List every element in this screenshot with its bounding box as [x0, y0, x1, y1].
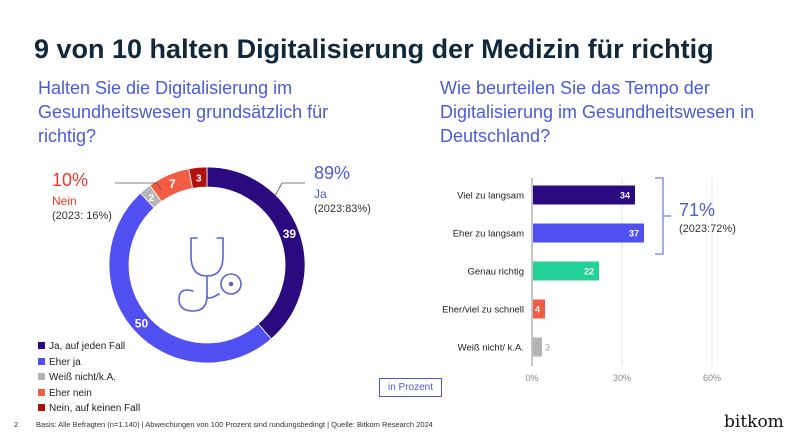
- legend-label: Ja, auf jeden Fall: [49, 341, 126, 352]
- legend-item: Weiß nicht/k.A.: [38, 370, 140, 386]
- bar-annotation-pct: 71%: [679, 200, 716, 220]
- legend-label: Eher ja: [49, 356, 81, 368]
- bar-value-label: 22: [584, 267, 594, 277]
- footer-source: Basis: Alle Befragten (n=1.140) | Abweic…: [36, 420, 433, 429]
- donut-slice: [108, 192, 272, 364]
- x-tick-label: 30%: [613, 373, 631, 383]
- donut-slice-label: 50: [135, 317, 149, 331]
- legend-swatch: [38, 404, 45, 411]
- legend-label: Weiß nicht/k.A.: [49, 372, 117, 383]
- nein-annotation: 10% Nein (2023: 16%): [52, 170, 112, 222]
- ja-pct: 89%: [314, 163, 351, 183]
- ja-annotation: 89% Ja (2023:83%): [314, 163, 371, 215]
- page-number: 2: [14, 420, 19, 429]
- nein-prev: (2023: 16%): [52, 210, 112, 222]
- bar-value-label: 3: [545, 343, 550, 353]
- bitkom-logo: bitkom: [724, 412, 784, 432]
- category-label: Weiß nicht/ k.A.: [458, 343, 524, 354]
- donut-slice: [188, 166, 208, 189]
- donut-slice: [206, 166, 306, 340]
- legend-swatch: [38, 342, 45, 349]
- question-right: Wie beurteilen Sie das Tempo der Digital…: [440, 78, 755, 146]
- bar-value-label: 34: [620, 191, 630, 201]
- category-label: Viel zu langsam: [457, 191, 524, 202]
- legend-item: Ja, auf jeden Fall: [38, 339, 140, 355]
- legend-swatch: [38, 357, 45, 365]
- ja-prev: (2023:83%): [314, 203, 371, 215]
- donut-slice-label: 7: [169, 177, 176, 191]
- category-label: Eher zu langsam: [453, 229, 524, 240]
- question-left: Halten Sie die Digitalisierung im Gesund…: [38, 78, 329, 146]
- bar: [533, 185, 635, 205]
- donut-slice-label: 39: [283, 227, 297, 241]
- legend-label: Nein, auf keinen Fall: [49, 403, 141, 414]
- bar: [533, 261, 599, 281]
- donut-legend: Ja, auf jeden Fall Eher ja Weiß nicht/k.A.…: [38, 339, 140, 417]
- bracket-annotation: [655, 177, 671, 255]
- x-tick-label: 60%: [703, 373, 721, 383]
- legend-item: Eher ja: [38, 355, 140, 371]
- bar-annotation-prev: (2023:72%): [679, 223, 736, 235]
- bar: [533, 299, 545, 319]
- nein-pct: 10%: [52, 170, 89, 190]
- donut-chart: 39 50 2 7 3: [108, 166, 306, 364]
- ja-leader-line: [274, 182, 305, 197]
- bar: [533, 223, 644, 243]
- x-tick-label: 0%: [525, 373, 538, 383]
- unit-label: in Prozent: [379, 378, 443, 397]
- stethoscope-icon: [178, 237, 242, 312]
- donut-slice-label: 3: [196, 173, 202, 184]
- ja-label: Ja: [314, 187, 327, 201]
- legend-swatch: [38, 373, 45, 380]
- bar-value-label: 37: [629, 229, 639, 239]
- nein-leader-line: [115, 182, 162, 191]
- legend-swatch: [38, 388, 45, 396]
- nein-label: Nein: [52, 194, 77, 208]
- legend-label: Eher nein: [49, 387, 92, 399]
- bar-annotation: 71% (2023:72%): [679, 200, 736, 235]
- donut-slice-label: 2: [149, 193, 155, 204]
- bar: [533, 337, 542, 357]
- page-title: 9 von 10 halten Digitalisierung der Medi…: [34, 34, 714, 64]
- category-label: Genau richtig: [467, 267, 524, 278]
- legend-item: Eher nein: [38, 386, 140, 402]
- category-label: Eher/viel zu schnell: [442, 305, 524, 316]
- bar-value-label: 4: [535, 305, 540, 315]
- legend-item: Nein, auf keinen Fall: [38, 401, 140, 417]
